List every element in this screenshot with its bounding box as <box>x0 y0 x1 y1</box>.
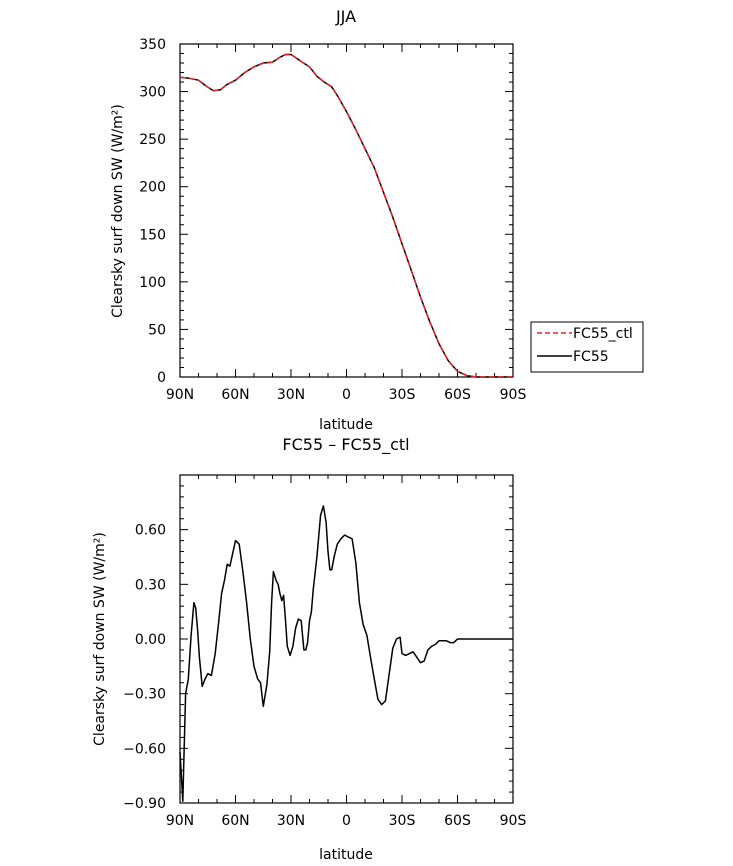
bottom-x-tick-label: 30N <box>277 813 305 829</box>
top-x-axis-label: latitude <box>319 417 373 433</box>
top-y-axis-label: Clearsky surf down SW (W/m²) <box>110 104 126 318</box>
top-y-tick-label: 0 <box>157 370 166 386</box>
bottom-chart-title: FC55 – FC55_ctl <box>282 435 409 455</box>
bottom-y-tick-label: −0.90 <box>123 796 166 812</box>
bottom-y-axis-label: Clearsky surf down SW (W/m²) <box>92 532 108 746</box>
bottom-x-tick-label: 90S <box>500 813 527 829</box>
top-x-tick-label: 30S <box>389 387 416 403</box>
top-series-group <box>179 53 513 378</box>
legend-box <box>530 321 644 373</box>
legend-label-fc55: FC55 <box>573 349 609 365</box>
bottom-x-tick-label: 60S <box>444 813 471 829</box>
top-y-tick-label: 50 <box>148 322 166 338</box>
bottom-y-tick-label: −0.30 <box>123 687 166 703</box>
top-plot-frame <box>179 43 514 378</box>
top-series-line-fc55-ctl <box>179 53 513 378</box>
bottom-x-tick-label: 60N <box>221 813 249 829</box>
top-x-tick-label: 90S <box>500 387 527 403</box>
bottom-x-tick-label: 30S <box>389 813 416 829</box>
top-y-tick-label: 150 <box>139 227 166 243</box>
legend: FC55_ctl FC55 <box>530 321 644 373</box>
bottom-series-line-fc55 <box>179 505 513 802</box>
top-series-line-fc55 <box>179 53 513 378</box>
bottom-axes: 90N 60N 30N 0 30S 60S 90S −0.90 −0.60 −0.30 0.00 0.… <box>123 474 527 829</box>
top-x-tick-label: 0 <box>342 387 351 403</box>
top-x-tick-label: 60S <box>444 387 471 403</box>
bottom-y-tick-label: 0.30 <box>135 577 166 593</box>
top-y-tick-label: 350 <box>139 37 166 53</box>
legend-label-fc55-ctl: FC55_ctl <box>573 326 633 342</box>
bottom-y-tick-label: 0.00 <box>135 632 166 648</box>
bottom-series-group <box>179 505 513 802</box>
top-x-tick-label: 30N <box>277 387 305 403</box>
bottom-x-tick-label: 0 <box>342 813 351 829</box>
bottom-x-tick-label: 90N <box>166 813 194 829</box>
top-x-tick-label: 90N <box>166 387 194 403</box>
top-y-tick-label: 100 <box>139 275 166 291</box>
top-chart-panel: JJA 90N 60N 30N 0 30S 60S 90S 0 50 100 150 200 250 30… <box>110 7 526 433</box>
top-y-tick-label: 300 <box>139 85 166 101</box>
bottom-chart-panel: FC55 – FC55_ctl 90N 60N 30N 0 30S 60S 90S −0.90… <box>92 435 526 863</box>
top-axes: 90N 60N 30N 0 30S 60S 90S 0 50 100 150 200 250 300 350 <box>139 37 526 403</box>
bottom-y-tick-label: 0.60 <box>135 523 166 539</box>
top-y-tick-label: 250 <box>139 132 166 148</box>
top-chart-title: JJA <box>335 7 356 26</box>
bottom-x-axis-label: latitude <box>319 847 373 863</box>
top-x-tick-label: 60N <box>221 387 249 403</box>
bottom-y-tick-label: −0.60 <box>123 741 166 757</box>
top-y-tick-label: 200 <box>139 180 166 196</box>
